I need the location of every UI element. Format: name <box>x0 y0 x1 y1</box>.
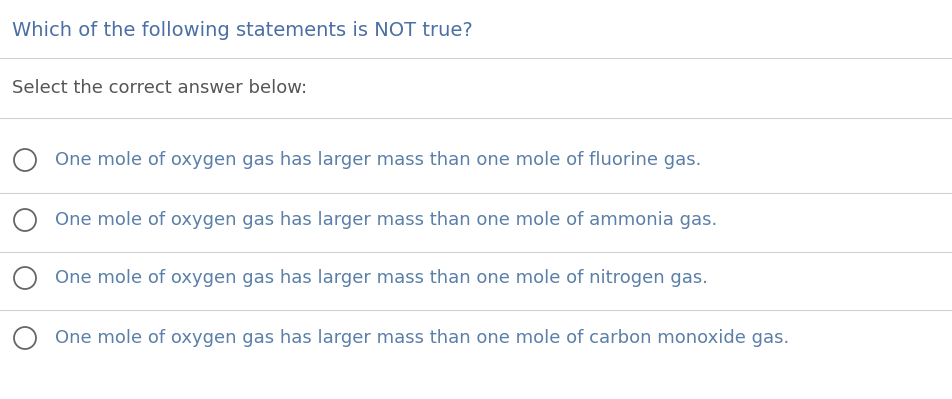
Text: Which of the following statements is NOT true?: Which of the following statements is NOT… <box>12 20 473 40</box>
Text: One mole of oxygen gas has larger mass than one mole of carbon monoxide gas.: One mole of oxygen gas has larger mass t… <box>55 329 789 347</box>
Text: One mole of oxygen gas has larger mass than one mole of ammonia gas.: One mole of oxygen gas has larger mass t… <box>55 211 717 229</box>
Text: One mole of oxygen gas has larger mass than one mole of nitrogen gas.: One mole of oxygen gas has larger mass t… <box>55 269 708 287</box>
Text: Select the correct answer below:: Select the correct answer below: <box>12 79 307 97</box>
Text: One mole of oxygen gas has larger mass than one mole of fluorine gas.: One mole of oxygen gas has larger mass t… <box>55 151 702 169</box>
